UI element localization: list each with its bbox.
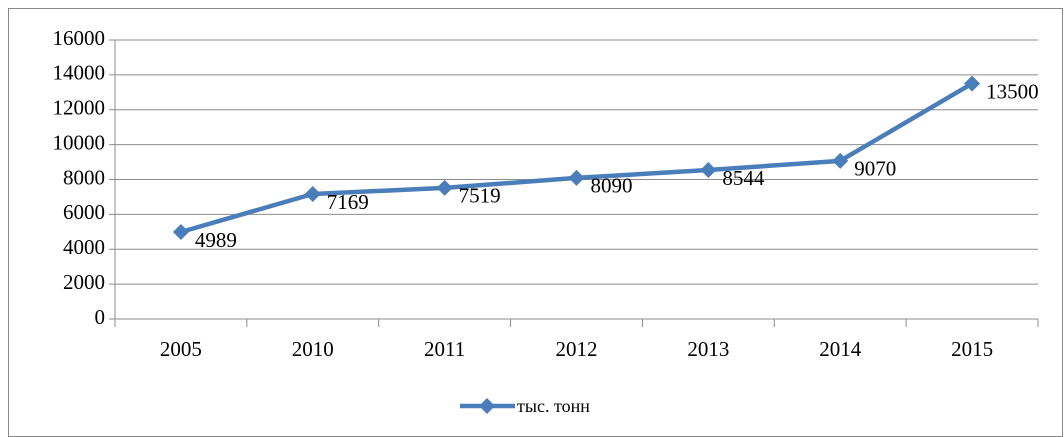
y-tick-label: 0: [95, 305, 106, 329]
x-tick-label: 2005: [160, 337, 202, 361]
marker: [568, 169, 585, 186]
data-label: 4989: [195, 228, 237, 252]
data-label: 7169: [327, 190, 369, 214]
chart-border: [8, 8, 1063, 437]
y-tick-label: 10000: [53, 130, 106, 154]
marker: [832, 152, 849, 169]
y-tick-label: 4000: [63, 235, 105, 259]
data-label: 8544: [722, 166, 765, 190]
x-tick-label: 2013: [687, 337, 729, 361]
x-tick-label: 2015: [951, 337, 993, 361]
marker: [700, 162, 717, 179]
y-tick-label: 14000: [53, 61, 106, 85]
marker: [436, 179, 453, 196]
y-tick-label: 12000: [53, 96, 106, 120]
y-tick-label: 6000: [63, 200, 105, 224]
marker: [172, 224, 189, 241]
y-tick-label: 8000: [63, 165, 105, 189]
data-label: 13500: [986, 79, 1039, 103]
x-tick-label: 2014: [819, 337, 862, 361]
marker: [304, 185, 321, 202]
y-tick-label: 2000: [63, 270, 105, 294]
x-tick-label: 2010: [292, 337, 334, 361]
data-label: 8090: [591, 174, 633, 198]
legend-marker: [479, 398, 495, 414]
x-tick-label: 2012: [556, 337, 598, 361]
x-tick-label: 2011: [424, 337, 465, 361]
data-label: 7519: [459, 184, 501, 208]
y-tick-label: 16000: [53, 26, 106, 50]
marker: [964, 75, 981, 92]
data-label: 9070: [854, 157, 896, 181]
legend-label: тыс. тонн: [517, 396, 590, 416]
